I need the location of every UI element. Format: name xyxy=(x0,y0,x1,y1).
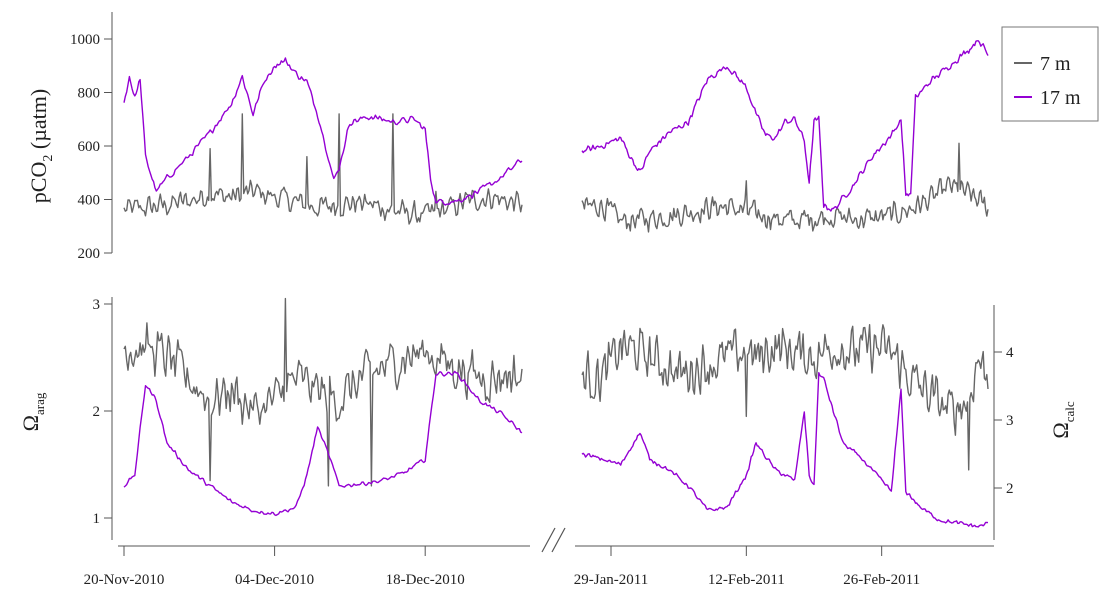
top-y-axis-label: pCO2 (µatm) xyxy=(26,89,56,203)
bottom-right-y-tick-label: 4 xyxy=(1006,345,1014,361)
bottom-left-y-tick-label: 2 xyxy=(93,404,101,420)
bottom-series-17m-segment-2 xyxy=(581,372,989,528)
legend-label-17m: 17 m xyxy=(1040,87,1081,109)
bottom-left-y-axis-label: Ωarag xyxy=(18,392,47,431)
top-series-7m-segment-2 xyxy=(581,142,989,233)
top-y-tick-label: 400 xyxy=(78,193,101,209)
top-series-17m-segment-2 xyxy=(581,40,989,212)
x-tick-label: 26-Feb-2011 xyxy=(843,572,920,588)
legend: 7 m 17 m xyxy=(1001,26,1099,122)
x-tick-label: 18-Dec-2010 xyxy=(386,572,465,588)
x-tick-label: 04-Dec-2010 xyxy=(235,572,314,588)
legend-label-7m: 7 m xyxy=(1040,53,1071,75)
x-tick-label: 12-Feb-2011 xyxy=(708,572,785,588)
top-series-17m-segment-1 xyxy=(123,57,523,206)
x-axis: 20-Nov-2010 04-Dec-2010 18-Dec-2010 29-Jan-… xyxy=(84,527,994,588)
bottom-series-7m-segment-2 xyxy=(581,324,989,471)
bottom-right-y-tick-label: 2 xyxy=(1006,481,1014,497)
top-y-tick-label: 1000 xyxy=(70,32,100,48)
bottom-left-y-tick-label: 1 xyxy=(93,511,101,527)
pco2-panel: 200 400 600 800 1000 pCO2 (µatm) xyxy=(26,12,989,262)
x-tick-label: 20-Nov-2010 xyxy=(84,572,165,588)
top-series-7m-segment-1 xyxy=(123,113,523,225)
top-y-tick-label: 800 xyxy=(78,86,101,102)
top-y-tick-label: 200 xyxy=(78,246,101,262)
bottom-series-17m-segment-1 xyxy=(123,370,523,517)
x-tick-label: 29-Jan-2011 xyxy=(574,572,648,588)
bottom-series-7m-segment-1 xyxy=(123,297,523,487)
bottom-right-y-axis-label: Ωcalc xyxy=(1048,401,1077,439)
bottom-left-y-tick-label: 3 xyxy=(93,297,101,313)
top-y-tick-label: 600 xyxy=(78,139,101,155)
bottom-right-y-tick-label: 3 xyxy=(1006,413,1014,429)
x-axis-break-mark xyxy=(551,527,566,553)
x-axis-break-mark xyxy=(541,527,556,553)
legend-box xyxy=(1001,26,1099,122)
omega-panel: 1 2 3 2 3 4 Ωarag Ωcalc xyxy=(18,297,1077,540)
